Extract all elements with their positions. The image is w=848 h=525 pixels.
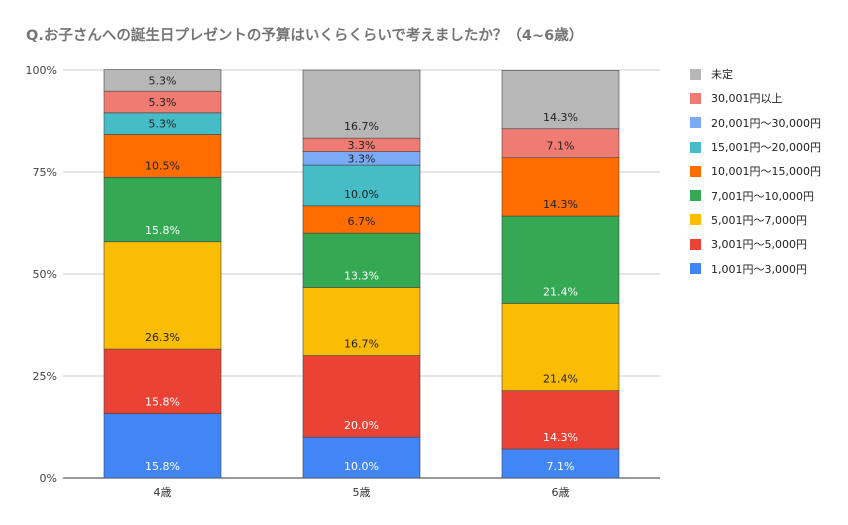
legend-label: 30,001円以上 <box>711 92 783 106</box>
legend-label: 3,001円〜5,000円 <box>711 238 807 252</box>
data-label: 6.7% <box>348 215 376 228</box>
data-label: 26.3% <box>145 331 180 344</box>
legend-item: 15,001円〜20,000円 <box>690 135 821 159</box>
data-label: 21.4% <box>543 373 578 386</box>
legend-item: 3,001円〜5,000円 <box>690 232 821 256</box>
bar-segment <box>302 287 421 356</box>
legend-label: 15,001円〜20,000円 <box>711 141 821 155</box>
bar-segment <box>302 69 421 139</box>
bar-segment <box>501 215 620 304</box>
legend-swatch <box>690 141 701 153</box>
legend-swatch <box>690 238 701 250</box>
chart-title: Q.お子さんへの誕生日プレゼントの予算はいくらくらいで考えましたか？（4~6歳） <box>26 28 584 44</box>
data-label: 10.0% <box>344 460 379 473</box>
legend-label: 未定 <box>711 68 733 82</box>
legend-item: 未定 <box>690 62 821 86</box>
x-tick-label: 5歳 <box>353 486 371 499</box>
legend-item: 5,001円〜7,000円 <box>690 208 821 232</box>
legend-swatch <box>690 263 701 275</box>
data-label: 14.3% <box>543 198 578 211</box>
legend-label: 20,001円〜30,000円 <box>711 116 821 130</box>
data-label: 7.1% <box>547 140 575 153</box>
data-label: 5.3% <box>149 118 177 131</box>
data-label: 3.3% <box>348 152 376 165</box>
data-label: 16.7% <box>344 120 379 133</box>
bar-segment <box>302 164 421 207</box>
legend-item: 30,001円以上 <box>690 86 821 110</box>
data-label: 5.3% <box>149 96 177 109</box>
y-tick-label: 100% <box>26 64 57 77</box>
bar-segment <box>302 436 421 479</box>
bar-segment <box>302 205 421 234</box>
legend-item: 7,001円〜10,000円 <box>690 183 821 207</box>
legend-swatch <box>690 165 701 177</box>
legend-item: 20,001円〜30,000円 <box>690 111 821 135</box>
bar-segment <box>103 348 222 414</box>
bar-segment <box>501 128 620 159</box>
data-label: 13.3% <box>344 269 379 282</box>
legend-item: 1,001円〜3,000円 <box>690 256 821 280</box>
bar-segment <box>302 355 421 438</box>
bar-segment <box>103 69 222 92</box>
y-tick-label: 75% <box>33 166 57 179</box>
data-label: 3.3% <box>348 139 376 152</box>
legend-swatch <box>690 92 701 104</box>
y-tick-label: 25% <box>33 370 57 383</box>
data-label: 10.0% <box>344 188 379 201</box>
bar-segment <box>103 134 222 178</box>
x-tick-label: 4歳 <box>154 486 172 499</box>
bar-segment <box>302 232 421 288</box>
legend-swatch <box>690 68 701 80</box>
data-label: 16.7% <box>344 338 379 351</box>
legend-swatch <box>690 117 701 129</box>
data-label: 7.1% <box>547 460 575 473</box>
bar-segment <box>501 70 620 130</box>
data-label: 14.3% <box>543 431 578 444</box>
legend-swatch <box>690 190 701 202</box>
legend-swatch <box>690 214 701 226</box>
bar-segment <box>501 157 620 217</box>
bar-segment <box>103 413 222 479</box>
data-label: 10.5% <box>145 159 180 172</box>
y-tick-label: 50% <box>33 268 57 281</box>
data-label: 20.0% <box>344 419 379 432</box>
data-label: 5.3% <box>149 74 177 87</box>
legend-label: 5,001円〜7,000円 <box>711 213 807 227</box>
legend-label: 10,001円〜15,000円 <box>711 165 821 179</box>
y-tick-label: 0% <box>40 472 57 485</box>
bar-segment <box>103 241 222 350</box>
data-label: 15.8% <box>145 224 180 237</box>
legend: 未定 30,001円以上 20,001円〜30,000円 15,001円〜20,000… <box>690 62 821 281</box>
legend-label: 1,001円〜3,000円 <box>711 262 807 276</box>
data-label: 21.4% <box>543 285 578 298</box>
x-tick-label: 6歳 <box>552 486 570 499</box>
data-label: 14.3% <box>543 111 578 124</box>
bar-segment <box>501 303 620 391</box>
bar-segment <box>501 448 620 479</box>
data-label: 15.8% <box>145 396 180 409</box>
data-label: 15.8% <box>145 460 180 473</box>
legend-item: 10,001円〜15,000円 <box>690 159 821 183</box>
legend-label: 7,001円〜10,000円 <box>711 189 814 203</box>
bar-segment <box>103 177 222 243</box>
